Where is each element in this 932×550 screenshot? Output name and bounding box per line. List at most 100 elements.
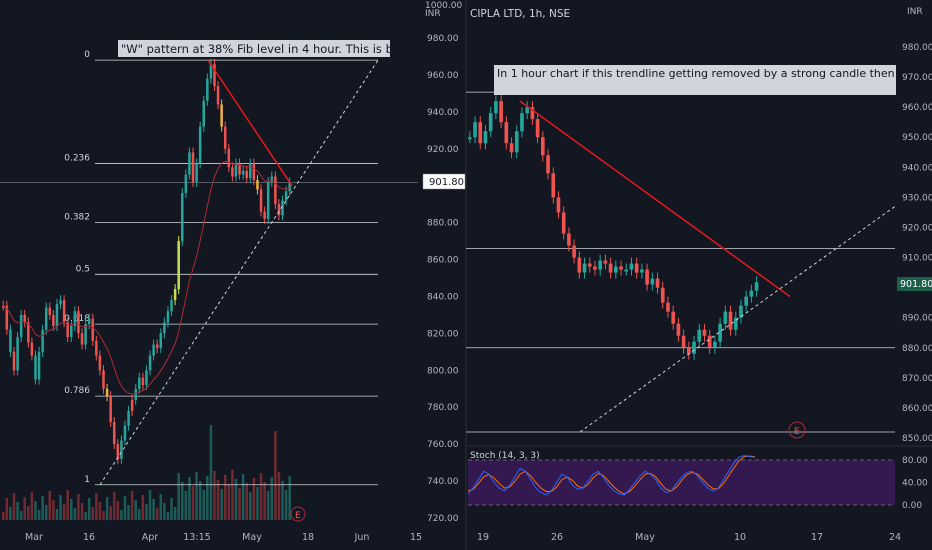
right-candle-body <box>504 122 509 144</box>
candle-body <box>188 152 191 175</box>
candle-body <box>198 126 202 164</box>
volume-bar <box>52 500 55 520</box>
right-candle-body <box>666 302 670 312</box>
right-candle-body <box>488 113 493 132</box>
volume-bar <box>191 486 195 520</box>
right-chart-panel[interactable]: CIPLA LTD, 1h, NSE INR In 1 hour chart i… <box>466 7 932 543</box>
candle-body <box>231 167 234 177</box>
right-earnings-label: E <box>794 427 800 437</box>
left-trendline-red[interactable] <box>207 59 293 187</box>
left-axis-top-value: 1000.00 <box>425 1 462 11</box>
volume-bar <box>87 498 91 520</box>
right-candle-body <box>478 122 483 144</box>
candle-body <box>145 370 148 386</box>
right-y-tick-label: 960.00 <box>902 103 932 113</box>
left-time-axis[interactable]: Mar 16 Apr 13:15 May 18 Jun 15 <box>25 532 422 543</box>
left-earnings-label: E <box>295 511 301 521</box>
right-trendline-red[interactable] <box>519 100 791 298</box>
right-candle-body <box>749 290 754 297</box>
left-annotation-box[interactable] <box>118 40 390 57</box>
right-candle-body <box>535 119 540 138</box>
candle-body <box>284 191 288 201</box>
fib-level-label: 0.786 <box>64 386 90 396</box>
right-candle-body <box>640 269 644 273</box>
volume-bar <box>12 493 16 520</box>
stoch-band-fill <box>468 460 895 505</box>
volume-bar <box>116 501 120 520</box>
left-trendline-dotted[interactable] <box>99 59 379 486</box>
fib-level-label: 0.382 <box>64 213 90 223</box>
right-y-tick-label: 880.00 <box>902 344 932 354</box>
right-candle-body <box>514 131 519 153</box>
volume-bar <box>138 509 141 520</box>
stoch-tick-label: 0.00 <box>902 501 922 511</box>
volume-bar <box>127 505 130 520</box>
candle-body <box>259 189 263 212</box>
candle-body <box>241 170 245 175</box>
volume-bar <box>62 504 66 520</box>
candle-body <box>263 211 266 219</box>
right-trendline-dotted[interactable] <box>579 206 896 433</box>
volume-bar <box>159 494 163 520</box>
left-y-tick-label: 740.00 <box>427 477 459 487</box>
candle-body <box>41 329 44 352</box>
right-candles <box>468 95 759 360</box>
volume-bar <box>206 476 209 520</box>
candle-body <box>27 322 30 343</box>
volume-bar <box>252 478 256 520</box>
right-candle-body <box>567 233 571 246</box>
left-y-tick-label: 800.00 <box>427 366 459 376</box>
volume-bar <box>216 480 220 520</box>
candle-body <box>220 104 223 127</box>
volume-bar <box>73 508 77 520</box>
candle-body <box>62 300 66 323</box>
right-candle-body <box>713 341 717 348</box>
volume-bar <box>223 475 227 520</box>
candle-body <box>181 193 184 242</box>
right-x-tick-label: 26 <box>551 532 563 543</box>
left-currency-label: INR <box>425 9 441 19</box>
volume-bar <box>41 496 44 520</box>
candle-body <box>109 396 112 422</box>
right-last-price-label: 901.80 <box>900 279 932 290</box>
right-y-tick-label: 850.00 <box>902 434 932 444</box>
stochastic-pane[interactable]: Stoch (14, 3, 3) 80.00 40.00 0.00 <box>466 445 932 511</box>
right-price-axis[interactable]: 980.00 970.00 960.00 950.00 940.00 930.00 920.… <box>902 43 932 444</box>
right-candle-body <box>572 245 576 258</box>
candle-body <box>5 305 9 330</box>
volume-bar <box>234 479 238 520</box>
volume-bar <box>148 490 152 520</box>
right-x-tick-label: 24 <box>889 532 901 543</box>
left-earnings-marker[interactable] <box>290 506 306 522</box>
left-last-price-label: 901.80 <box>429 177 464 188</box>
candle-body <box>77 311 80 334</box>
volume-bar <box>220 489 223 520</box>
right-candle-body <box>525 107 530 114</box>
candle-body <box>206 78 209 101</box>
candle-body <box>30 342 34 356</box>
candle-body <box>37 351 41 380</box>
candle-body <box>245 170 248 179</box>
candle-body <box>202 100 205 127</box>
left-x-tick-label: 13:15 <box>183 532 210 543</box>
right-candle-body <box>744 296 749 306</box>
right-candle-body <box>697 329 702 342</box>
candle-body <box>138 377 141 389</box>
volume-bar <box>284 490 288 520</box>
right-earnings-marker[interactable] <box>788 421 806 439</box>
right-time-axis[interactable]: 19 26 May 10 17 24 <box>477 532 901 543</box>
candle-body <box>116 444 120 459</box>
right-candle-body <box>629 263 634 270</box>
right-annotation-box[interactable] <box>494 65 896 95</box>
volume-bar <box>19 511 23 520</box>
fib-level-label: 0.5 <box>76 264 90 274</box>
left-ema-line <box>2 160 290 395</box>
right-candle-body <box>619 266 623 270</box>
candle-body <box>266 182 270 219</box>
left-y-tick-label: 940.00 <box>427 108 459 118</box>
volume-bar <box>27 506 30 520</box>
volume-bar <box>77 494 80 520</box>
volume-bar <box>266 491 270 520</box>
candle-body <box>120 440 123 459</box>
